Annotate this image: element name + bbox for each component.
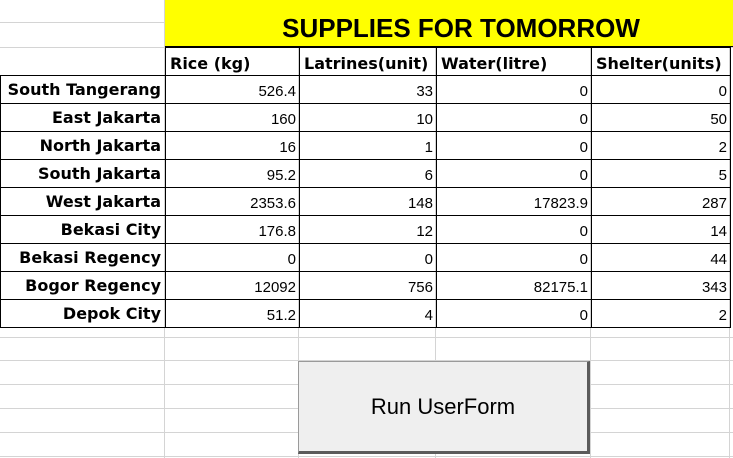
table-row: South Jakarta 95.2 6 0 5	[0, 159, 731, 188]
row-header[interactable]: South Jakarta	[0, 159, 166, 188]
table-row: Depok City 51.2 4 0 2	[0, 299, 731, 328]
row-header[interactable]: Bekasi City	[0, 215, 166, 244]
value-cell[interactable]: 160	[165, 103, 300, 132]
corner-cell[interactable]	[0, 47, 166, 76]
value-cell[interactable]: 148	[299, 187, 437, 216]
column-header-rice[interactable]: Rice (kg)	[165, 47, 300, 76]
value-cell[interactable]: 95.2	[165, 159, 300, 188]
value-cell[interactable]: 51.2	[165, 299, 300, 328]
table-row: West Jakarta 2353.6 148 17823.9 287	[0, 187, 731, 216]
table-row: Bekasi Regency 0 0 0 44	[0, 243, 731, 272]
value-cell[interactable]: 0	[165, 243, 300, 272]
value-cell[interactable]: 0	[436, 299, 592, 328]
value-cell[interactable]: 5	[591, 159, 731, 188]
value-cell[interactable]: 16	[165, 131, 300, 160]
value-cell[interactable]: 0	[436, 103, 592, 132]
value-cell[interactable]: 82175.1	[436, 271, 592, 300]
value-cell[interactable]: 0	[299, 243, 437, 272]
row-header[interactable]: West Jakarta	[0, 187, 166, 216]
column-header-latrines[interactable]: Latrines(unit)	[299, 47, 437, 76]
value-cell[interactable]: 526.4	[165, 75, 300, 104]
row-header[interactable]: Bekasi Regency	[0, 243, 166, 272]
supplies-table: Rice (kg) Latrines(unit) Water(litre) Sh…	[0, 47, 731, 328]
table-row: Bogor Regency 12092 756 82175.1 343	[0, 271, 731, 300]
row-header[interactable]: South Tangerang	[0, 75, 166, 104]
row-header[interactable]: Bogor Regency	[0, 271, 166, 300]
value-cell[interactable]: 756	[299, 271, 437, 300]
value-cell[interactable]: 0	[436, 131, 592, 160]
value-cell[interactable]: 12092	[165, 271, 300, 300]
run-userform-button[interactable]: Run UserForm	[298, 361, 590, 454]
value-cell[interactable]: 2	[591, 299, 731, 328]
value-cell[interactable]: 0	[436, 243, 592, 272]
value-cell[interactable]: 1	[299, 131, 437, 160]
value-cell[interactable]: 17823.9	[436, 187, 592, 216]
column-header-shelter[interactable]: Shelter(units)	[591, 47, 731, 76]
value-cell[interactable]: 12	[299, 215, 437, 244]
value-cell[interactable]: 343	[591, 271, 731, 300]
value-cell[interactable]: 0	[436, 159, 592, 188]
value-cell[interactable]: 4	[299, 299, 437, 328]
value-cell[interactable]: 176.8	[165, 215, 300, 244]
row-header[interactable]: Depok City	[0, 299, 166, 328]
table-row: North Jakarta 16 1 0 2	[0, 131, 731, 160]
value-cell[interactable]: 2353.6	[165, 187, 300, 216]
value-cell[interactable]: 50	[591, 103, 731, 132]
value-cell[interactable]: 33	[299, 75, 437, 104]
grid-line	[0, 360, 733, 361]
row-header[interactable]: North Jakarta	[0, 131, 166, 160]
value-cell[interactable]: 44	[591, 243, 731, 272]
value-cell[interactable]: 0	[436, 215, 592, 244]
value-cell[interactable]: 0	[436, 75, 592, 104]
grid-line	[0, 456, 733, 457]
grid-line	[0, 337, 733, 338]
value-cell[interactable]: 10	[299, 103, 437, 132]
title-band	[165, 0, 733, 47]
value-cell[interactable]: 2	[591, 131, 731, 160]
column-header-water[interactable]: Water(litre)	[436, 47, 592, 76]
value-cell[interactable]: 14	[591, 215, 731, 244]
table-row: South Tangerang 526.4 33 0 0	[0, 75, 731, 104]
header-row: Rice (kg) Latrines(unit) Water(litre) Sh…	[0, 47, 731, 76]
row-header[interactable]: East Jakarta	[0, 103, 166, 132]
table-row: Bekasi City 176.8 12 0 14	[0, 215, 731, 244]
value-cell[interactable]: 6	[299, 159, 437, 188]
value-cell[interactable]: 0	[591, 75, 731, 104]
table-row: East Jakarta 160 10 0 50	[0, 103, 731, 132]
value-cell[interactable]: 287	[591, 187, 731, 216]
sheet-title[interactable]: SUPPLIES FOR TOMORROW	[282, 13, 640, 43]
